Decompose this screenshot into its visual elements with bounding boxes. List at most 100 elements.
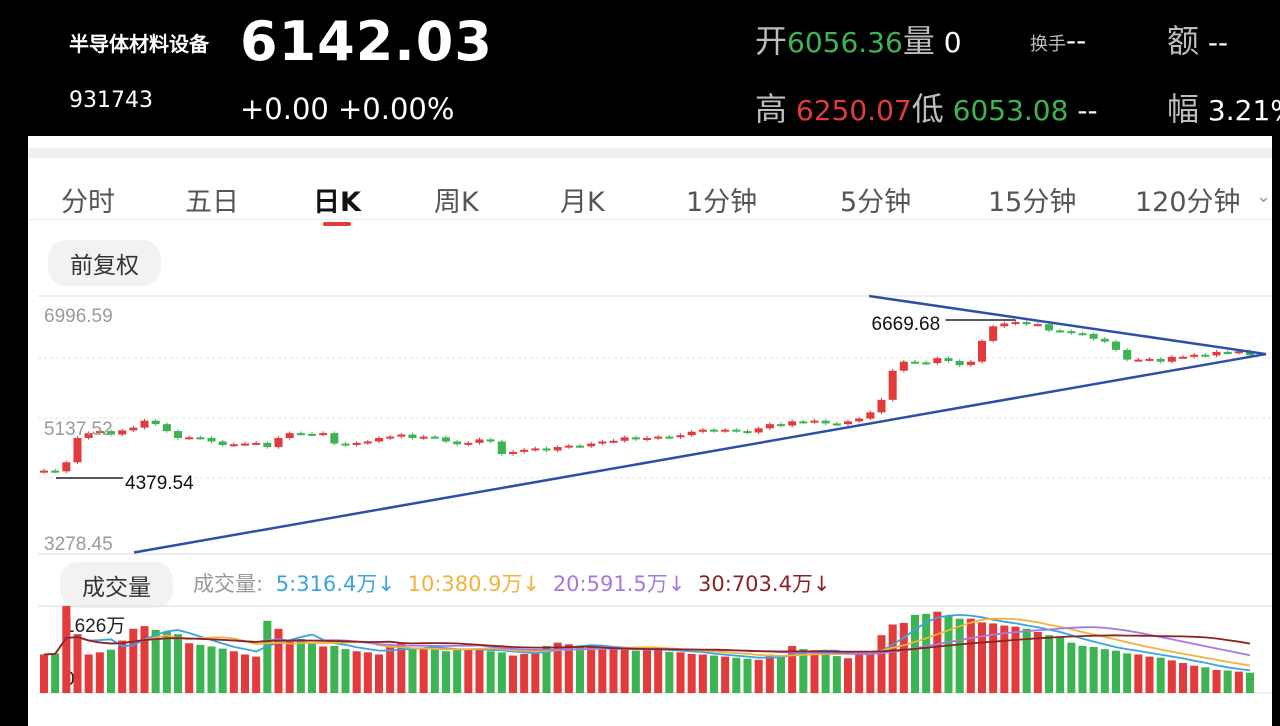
volume-bar xyxy=(229,651,238,693)
tab-120min[interactable]: 120分钟 xyxy=(1135,187,1241,218)
trendlines xyxy=(133,294,1267,554)
candle-body xyxy=(788,421,797,426)
candle-body xyxy=(933,358,942,364)
candle-body xyxy=(520,449,529,452)
candle-body xyxy=(51,470,60,473)
candle-body xyxy=(1190,354,1199,357)
volume-bar xyxy=(1123,653,1132,693)
resistance-trendline xyxy=(868,294,1267,356)
volume-bar xyxy=(1245,672,1255,693)
volume-max-label: 1626万 xyxy=(64,616,125,637)
volume-bar xyxy=(95,652,104,693)
volume-bar xyxy=(598,648,607,693)
volume-bar xyxy=(1000,625,1009,693)
volume-bar xyxy=(1089,646,1098,693)
volume-bar xyxy=(118,640,127,693)
candle-body xyxy=(598,441,607,444)
volume-legend: 成交量: 5:316.4万↓ 10:380.9万↓ 20:591.5万↓ 30:… xyxy=(193,568,837,598)
kline-chart[interactable]: 6996.59 5137.52 3278.45 6669.68 4379.54 1626万… xyxy=(28,286,1272,726)
candle-body xyxy=(296,433,305,436)
volume-bar xyxy=(776,656,786,693)
volume-ma-30 xyxy=(43,634,1251,656)
volume-bar xyxy=(263,620,272,693)
volume-bar xyxy=(497,652,506,693)
volume-bar xyxy=(877,635,886,693)
volume-bar xyxy=(531,652,540,693)
adjust-button[interactable]: 前复权 xyxy=(48,240,161,286)
chevron-down-icon[interactable]: ⌄ xyxy=(1256,186,1272,207)
candle-body xyxy=(1223,351,1232,354)
last-price: 6142.03 xyxy=(240,10,493,73)
tab-intraday[interactable]: 分时 xyxy=(61,187,115,218)
volume-bar xyxy=(542,645,551,693)
high-label: 高 xyxy=(755,90,788,128)
amount-value: -- xyxy=(1207,26,1229,59)
candle-body xyxy=(620,437,629,441)
volume-bar xyxy=(631,650,640,693)
tab-1min[interactable]: 1分钟 xyxy=(686,187,758,218)
candle-body xyxy=(475,439,484,443)
obscured-value: -- xyxy=(1077,94,1098,127)
candle-body xyxy=(497,441,506,454)
candle-body xyxy=(877,399,886,413)
volume-bar xyxy=(620,648,629,693)
volume-bar xyxy=(129,628,138,693)
candle-body xyxy=(989,326,998,341)
candle-body xyxy=(319,433,328,436)
volume-bar xyxy=(698,654,707,693)
low-value: 6053.08 xyxy=(952,94,1069,127)
tab-15min[interactable]: 15分钟 xyxy=(988,187,1077,218)
candle-body xyxy=(799,421,808,424)
candle-body xyxy=(654,436,663,439)
candle-body xyxy=(363,441,372,444)
candle-body xyxy=(430,436,439,439)
tab-daily-k[interactable]: 日K xyxy=(313,187,361,218)
tab-five-day[interactable]: 五日 xyxy=(185,187,239,218)
ma30-legend: 30:703.4万↓ xyxy=(698,572,831,596)
tab-weekly-k[interactable]: 周K xyxy=(434,187,479,218)
candle-body xyxy=(564,445,573,448)
volume-bar xyxy=(486,651,495,693)
volume-bar xyxy=(1234,671,1243,693)
candle-body xyxy=(1033,324,1042,327)
volume-bar xyxy=(1223,670,1232,693)
volume-bar xyxy=(665,651,674,693)
volume-bar xyxy=(799,649,808,693)
candle-body xyxy=(386,436,395,439)
y-tick-label: 3278.45 xyxy=(44,534,113,555)
axis-labels: 6996.59 5137.52 3278.45 6669.68 4379.54 1626万… xyxy=(44,306,1016,690)
amplitude-value: 3.21% xyxy=(1207,94,1280,127)
candle-body xyxy=(1167,356,1176,362)
candle-body xyxy=(944,358,953,361)
ma20-legend: 20:591.5万↓ xyxy=(552,572,686,596)
volume-bar xyxy=(441,651,451,693)
volume-bar xyxy=(51,653,60,693)
candle-body xyxy=(966,361,975,366)
volume-bar xyxy=(274,628,283,693)
volume-bar xyxy=(732,657,741,693)
candle-body xyxy=(374,438,384,442)
candle-body xyxy=(106,431,116,435)
low-label: 低 xyxy=(911,90,944,128)
candle-body xyxy=(1178,356,1188,359)
amplitude-field: 幅 3.21% xyxy=(1167,84,1280,130)
volume-bar xyxy=(810,650,819,693)
volume-bar xyxy=(1033,632,1042,693)
candle-body xyxy=(855,418,864,422)
tab-monthly-k[interactable]: 月K xyxy=(560,187,605,218)
candle-body xyxy=(508,451,518,454)
quote-header: 半导体材料设备 931743 6142.03 +0.00 +0.00% 开605… xyxy=(28,0,1280,136)
period-tabs: 分时 五日 日K 周K 月K 1分钟 5分钟 15分钟 120分钟 ⌄ xyxy=(28,148,1272,226)
candle-body xyxy=(665,436,674,439)
volume-button[interactable]: 成交量 xyxy=(60,562,173,608)
volume-bar xyxy=(1156,657,1165,693)
candle-body xyxy=(821,420,830,424)
candle-body xyxy=(1056,330,1065,333)
candle-body xyxy=(1123,349,1132,360)
candle-body xyxy=(910,361,920,364)
volume-bar xyxy=(1067,642,1076,693)
left-edge xyxy=(0,0,28,726)
candle-body xyxy=(129,427,138,431)
candle-body xyxy=(922,362,931,365)
tab-5min[interactable]: 5分钟 xyxy=(840,187,912,218)
